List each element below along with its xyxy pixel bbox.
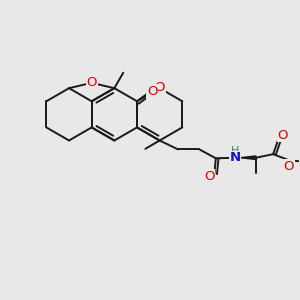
Polygon shape (240, 156, 256, 160)
Text: O: O (204, 170, 214, 183)
Text: O: O (278, 129, 288, 142)
Text: O: O (284, 160, 294, 172)
Text: O: O (86, 76, 97, 89)
Text: O: O (154, 81, 165, 94)
Text: N: N (230, 151, 241, 164)
Text: H: H (231, 146, 239, 156)
Text: O: O (147, 85, 158, 98)
